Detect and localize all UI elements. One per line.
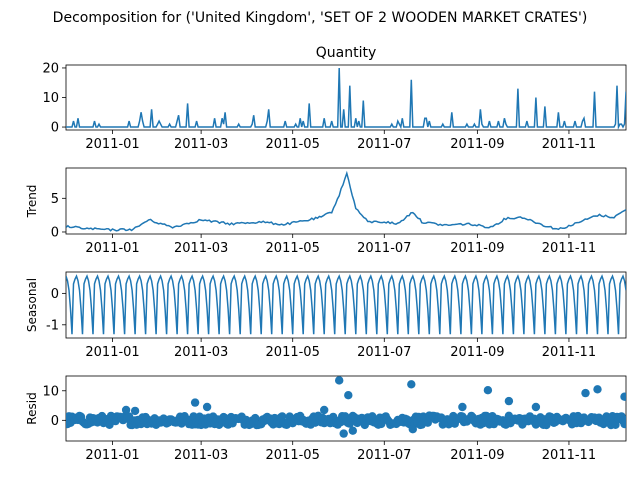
resid-point-outlier (339, 429, 348, 438)
resid-point-outlier (483, 386, 493, 395)
plot-area (66, 274, 626, 335)
figure-suptitle: Decomposition for ('United Kingdom', 'SE… (53, 10, 588, 26)
resid-point-outlier (408, 425, 417, 434)
plot-area (66, 376, 626, 438)
resid-point (621, 415, 626, 425)
resid-point-outlier (320, 405, 329, 415)
x-tick-label: 2011-01 (85, 345, 139, 360)
series-line-quantity (66, 67, 626, 130)
y-tick-label: -1 (46, 318, 59, 333)
plot-area (66, 67, 626, 130)
series-line-trend (66, 170, 626, 232)
x-tick-label: 2011-01 (85, 137, 139, 152)
resid-point-outlier (531, 402, 541, 412)
panel-1: Quantity 0 10 20 2011-01 2011-03 2011-05 2011-0… (42, 45, 627, 152)
resid-point-outlier (202, 402, 212, 412)
x-tick-label: 2011-03 (174, 448, 228, 463)
x-tick-label: 2011-01 (85, 241, 139, 256)
x-tick-label: 2011-11 (542, 137, 596, 152)
axes-frame (65, 375, 627, 442)
axes-frame (65, 271, 627, 339)
x-tick-label: 2011-09 (450, 448, 504, 463)
plot-area (66, 170, 626, 232)
resid-point-outlier (593, 385, 602, 394)
x-tick-label: 2011-05 (266, 241, 320, 256)
resid-point (105, 420, 114, 429)
resid-point-outlier (130, 406, 140, 416)
x-tick-label: 2011-03 (174, 345, 228, 360)
x-tick-label: 2011-01 (85, 448, 139, 463)
panel-4: Resid 0 10 2011-01 2011-03 2011-05 2011-07 2011… (25, 375, 627, 463)
panel-2: Trend 0 5 2011-01 2011-03 2011-05 2011-07 2011-… (25, 167, 627, 256)
x-tick-label: 2011-07 (357, 241, 411, 256)
resid-point-outlier (190, 398, 200, 407)
y-tick-label: 10 (42, 91, 59, 106)
x-tick-label: 2011-07 (357, 345, 411, 360)
panel-3: Seasonal 0 -1 2011-01 2011-03 2011-05 2011-07 2… (25, 271, 627, 360)
y-axis-label: Resid (25, 392, 39, 424)
resid-point-outlier (581, 388, 590, 398)
y-tick-label: 5 (51, 192, 59, 207)
resid-point-outlier (407, 380, 416, 389)
x-tick-label: 2011-05 (266, 448, 320, 463)
x-tick-label: 2011-05 (266, 137, 320, 152)
y-axis-label: Seasonal (25, 278, 39, 332)
x-tick-label: 2011-11 (542, 345, 596, 360)
x-tick-label: 2011-03 (174, 137, 228, 152)
panels: Quantity 0 10 20 2011-01 2011-03 2011-05 2011-0… (25, 45, 627, 463)
panel-title: Quantity (316, 45, 377, 61)
resid-point-outlier (121, 405, 131, 415)
y-tick-label: 0 (51, 121, 59, 136)
y-tick-label: 10 (42, 384, 59, 399)
x-tick-label: 2011-11 (542, 448, 596, 463)
resid-point-outlier (344, 391, 353, 400)
resid-point-outlier (335, 376, 344, 385)
resid-point-outlier (458, 402, 467, 412)
y-tick-label: 0 (51, 414, 59, 429)
x-tick-label: 2011-09 (450, 241, 504, 256)
y-tick-label: 20 (42, 61, 59, 76)
resid-point-outlier (504, 396, 514, 406)
x-tick-label: 2011-07 (357, 137, 411, 152)
y-tick-label: 0 (51, 225, 59, 240)
y-axis-label: Trend (25, 185, 39, 219)
resid-point-outlier (620, 392, 626, 401)
x-tick-label: 2011-03 (174, 241, 228, 256)
x-tick-label: 2011-09 (450, 137, 504, 152)
x-tick-label: 2011-09 (450, 345, 504, 360)
x-tick-label: 2011-07 (357, 448, 411, 463)
resid-point-outlier (348, 426, 357, 435)
resid-point (251, 413, 260, 423)
series-line-seasonal (66, 274, 626, 335)
x-tick-label: 2011-05 (266, 345, 320, 360)
x-tick-label: 2011-11 (542, 241, 596, 256)
y-tick-label: 0 (51, 287, 59, 302)
axes-frame (65, 167, 627, 235)
